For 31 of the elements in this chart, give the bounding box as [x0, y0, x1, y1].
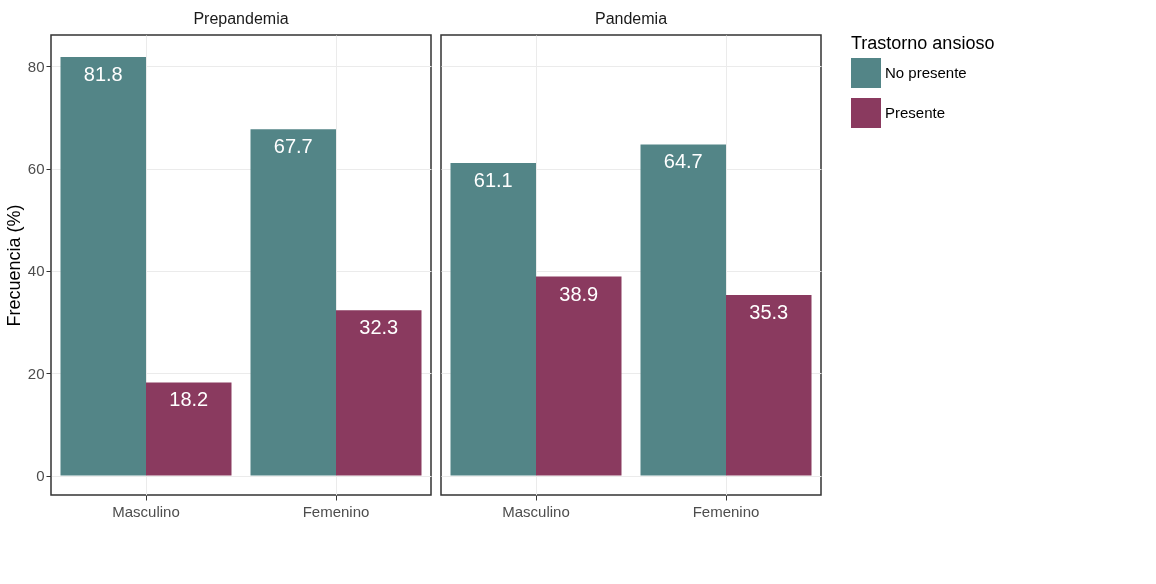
data-label: 61.1 [473, 168, 513, 191]
x-tick-label: Femenino [692, 502, 760, 520]
x-tick-label: Masculino [502, 502, 570, 520]
chart-title: Pandemia [594, 10, 668, 27]
y-axis-title: Frecuencia (%) [3, 204, 24, 327]
data-label: 81.8 [83, 63, 123, 85]
y-tick-label: 0 [36, 467, 45, 485]
chart-title: Prepandemia [193, 10, 289, 27]
data-label: 38.9 [559, 282, 599, 305]
y-tick-label: 20 [27, 364, 45, 382]
bar [640, 144, 726, 476]
data-label: 32.3 [359, 316, 399, 339]
legend-label: No presente [885, 64, 967, 81]
x-tick-label: Masculino [112, 502, 180, 520]
data-label: 64.7 [663, 150, 703, 173]
y-tick-label: 40 [27, 262, 45, 280]
bar [450, 162, 536, 476]
x-tick-label: Femenino [302, 502, 370, 520]
bar [146, 382, 232, 476]
bar [250, 129, 336, 476]
data-label: 67.7 [273, 135, 313, 158]
bar [726, 294, 812, 476]
legend-title: Trastorno ansioso [851, 33, 995, 53]
bar [336, 310, 422, 476]
bar [536, 276, 622, 476]
y-tick-label: 60 [27, 160, 45, 178]
y-tick-label: 80 [27, 57, 45, 75]
legend-label: Presente [885, 104, 946, 121]
bar [60, 57, 146, 476]
data-label: 18.2 [169, 388, 209, 411]
data-label: 35.3 [749, 300, 789, 323]
